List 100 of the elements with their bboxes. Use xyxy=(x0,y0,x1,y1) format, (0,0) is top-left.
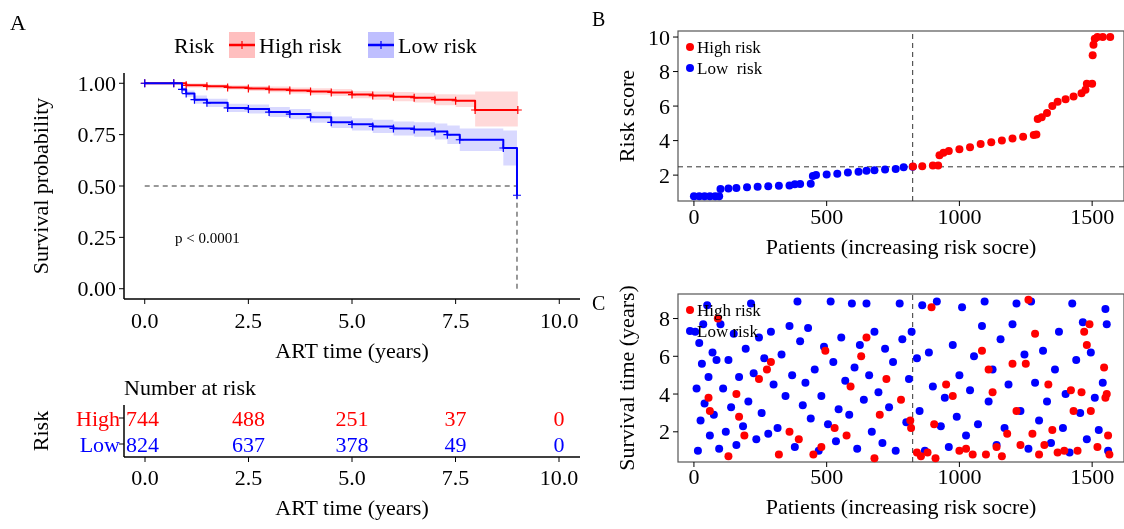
data-label: 637 xyxy=(232,431,265,457)
y-tick-label: 6 xyxy=(659,93,670,119)
point xyxy=(843,168,852,177)
point xyxy=(764,182,773,191)
text: A xyxy=(10,10,26,35)
point xyxy=(796,180,805,189)
point xyxy=(264,84,274,95)
x-tick-label: 1500 xyxy=(1070,204,1115,229)
y-tick-label: 1.00 xyxy=(77,70,116,96)
point xyxy=(347,119,357,129)
point xyxy=(1053,97,1062,106)
data-label: 824 xyxy=(126,431,159,457)
x-tick-label: 5.0 xyxy=(338,308,366,333)
point xyxy=(833,169,842,178)
data-label: 0 xyxy=(553,431,565,457)
x-tick-label: 1000 xyxy=(937,204,982,229)
y-tick-label: 4 xyxy=(659,128,670,154)
point xyxy=(812,171,821,180)
x-tick-label: 2.5 xyxy=(234,465,263,490)
y-axis-title: Survival probability xyxy=(28,97,53,275)
point xyxy=(1069,92,1078,101)
point xyxy=(944,146,953,155)
y-tick-label: 2 xyxy=(659,162,670,188)
x-tick-label: 0 xyxy=(688,204,700,229)
point xyxy=(934,161,943,170)
x-tick-label: 7.5 xyxy=(441,465,470,490)
y-tick-label: Low xyxy=(79,431,121,457)
x-axis-title: Patients (increasing risk socre) xyxy=(765,494,1037,519)
point xyxy=(976,140,985,149)
point xyxy=(1019,132,1028,141)
y-tick-label: 2 xyxy=(659,419,670,445)
point xyxy=(202,98,212,108)
data-label: 49 xyxy=(444,431,467,457)
x-tick-label: 10.0 xyxy=(539,465,579,490)
point xyxy=(347,89,357,100)
annotation: p < 0.0001 xyxy=(175,230,240,246)
point xyxy=(743,183,752,192)
text: B xyxy=(592,8,606,30)
point xyxy=(881,165,890,174)
y-tick-label: 4 xyxy=(659,381,670,407)
point xyxy=(1088,79,1097,88)
point xyxy=(997,136,1006,145)
x-tick-label: 2.5 xyxy=(234,308,263,333)
x-tick-label: 10.0 xyxy=(540,308,579,333)
x-axis-title: ART time (years) xyxy=(275,338,429,363)
point xyxy=(1008,134,1017,143)
point xyxy=(716,184,725,193)
y-axis-title: Risk score xyxy=(614,69,639,163)
point xyxy=(724,184,733,193)
point xyxy=(870,166,879,175)
point xyxy=(1088,51,1097,60)
x-tick-label: 500 xyxy=(810,204,844,229)
point xyxy=(822,170,831,179)
x-tick-label: 5.0 xyxy=(338,465,366,490)
x-tick-label: 1000 xyxy=(937,464,982,489)
point xyxy=(1106,33,1115,42)
x-tick-label: 0.0 xyxy=(130,308,159,333)
point xyxy=(891,164,900,173)
legend-title: Risk xyxy=(174,32,215,58)
legend-label: Low risk xyxy=(398,32,477,58)
y-tick-label: 0.50 xyxy=(77,173,116,199)
point xyxy=(1043,108,1052,117)
point xyxy=(899,163,908,172)
y-axis-title: Risk xyxy=(28,410,53,452)
y-tick-label: High xyxy=(76,405,120,431)
y-tick-label: 0.00 xyxy=(77,276,116,302)
y-tick-label: 6 xyxy=(659,343,670,369)
point xyxy=(854,167,863,176)
y-tick-label: 8 xyxy=(659,59,670,85)
data-label: 251 xyxy=(335,405,369,431)
legend-label: High risk xyxy=(697,300,762,320)
x-tick-label: 0.0 xyxy=(131,465,159,490)
point xyxy=(1061,95,1070,104)
point xyxy=(774,181,783,190)
x-tick-label: 0 xyxy=(688,464,700,489)
point xyxy=(732,184,741,193)
point xyxy=(430,126,440,137)
data-label: 744 xyxy=(126,405,159,431)
x-axis-title: Patients (increasing risk socre) xyxy=(765,234,1037,259)
legend-label: Low risk xyxy=(697,58,763,78)
point xyxy=(1037,113,1046,122)
x-tick-label: 500 xyxy=(810,464,844,489)
y-tick-label: 0.75 xyxy=(77,122,116,148)
x-tick-label: 7.5 xyxy=(441,308,470,333)
y-axis-title: Survival time (years) xyxy=(614,285,639,471)
point xyxy=(918,162,927,171)
x-axis-title: ART time (years) xyxy=(275,495,429,520)
point xyxy=(202,81,212,91)
legend-label: High risk xyxy=(259,32,342,58)
data-label: 378 xyxy=(335,431,369,457)
point xyxy=(966,143,975,152)
point xyxy=(715,192,724,201)
data-label: 488 xyxy=(232,405,265,431)
point xyxy=(753,182,762,191)
point xyxy=(430,95,440,105)
point xyxy=(955,145,964,154)
legend-label: High risk xyxy=(697,37,762,57)
point xyxy=(806,179,815,188)
data-label: 0 xyxy=(553,405,565,431)
point xyxy=(1048,102,1057,111)
